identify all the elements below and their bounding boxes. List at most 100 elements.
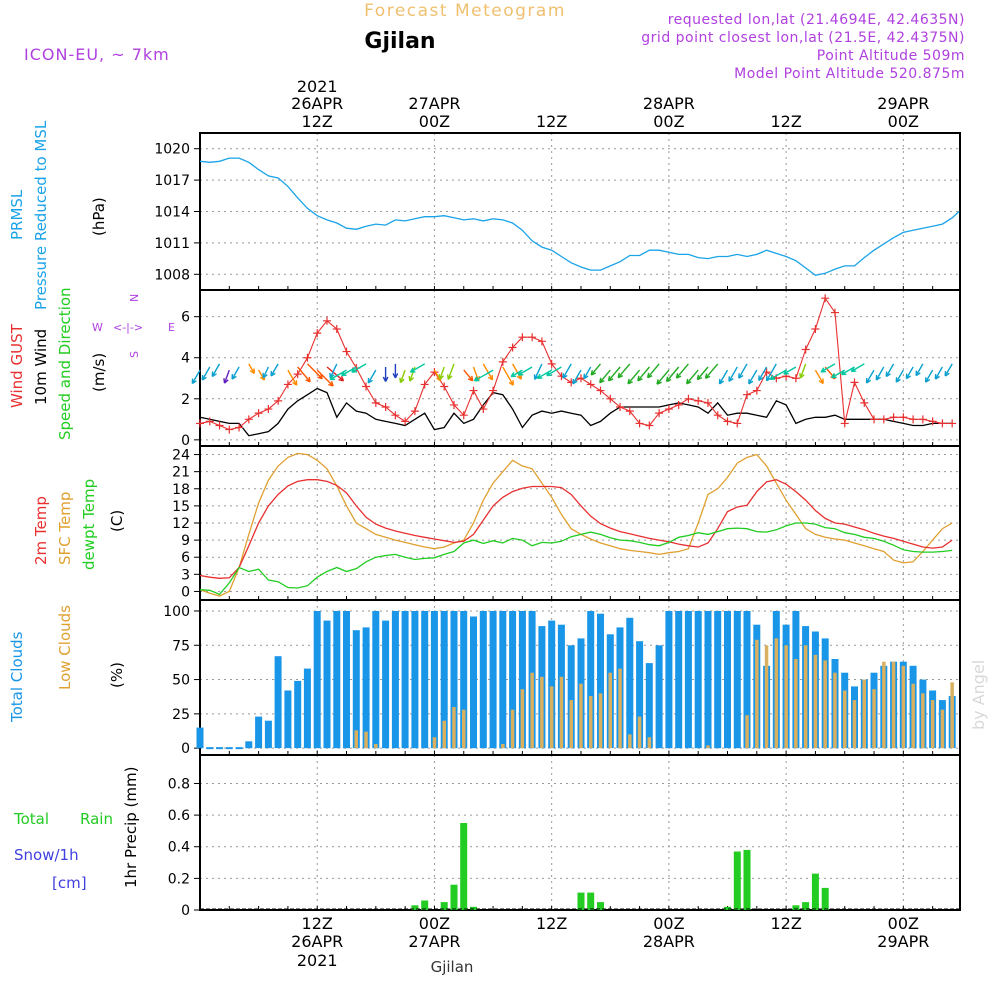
precip-label-d: [cm] xyxy=(52,874,87,892)
low-cloud-bar xyxy=(374,744,378,749)
total-cloud-bar xyxy=(665,611,673,749)
wind-frame xyxy=(199,289,961,447)
wind-arrow xyxy=(696,366,709,381)
low-cloud-bar xyxy=(843,690,847,749)
total-cloud-bar xyxy=(323,620,331,749)
wind-arrow xyxy=(326,366,345,382)
temp-ytick-label: 21 xyxy=(172,465,190,481)
total-cloud-bar xyxy=(440,611,448,749)
low-cloud-bar xyxy=(833,672,837,749)
gust-marker xyxy=(791,374,800,383)
wind-arrow xyxy=(211,363,221,378)
wind-label-b: 10m Wind xyxy=(32,329,50,405)
wind-arrow xyxy=(351,363,367,373)
chart-title: Forecast Meteogram xyxy=(364,1,566,21)
wind-arrow xyxy=(517,366,533,376)
gust-marker xyxy=(430,368,439,377)
wind-compass: W E <-|-> N S xyxy=(92,294,175,358)
gust-marker xyxy=(645,421,654,430)
gust-marker xyxy=(518,333,527,342)
gust-marker xyxy=(391,411,400,420)
pressure-label-b: Pressure Reduced to MSL xyxy=(32,120,50,310)
wind-arrow xyxy=(562,363,572,379)
temp-label-b: SFC Temp xyxy=(56,492,74,565)
total-cloud-bar xyxy=(343,611,350,749)
temp-label-c: dewpt Temp xyxy=(80,479,98,570)
low-cloud-bar xyxy=(950,682,954,749)
gust-marker xyxy=(303,353,312,362)
wind-arrow xyxy=(270,363,279,377)
gust-marker xyxy=(371,398,380,407)
wind-arrow xyxy=(675,363,689,379)
gust-marker xyxy=(215,421,224,430)
bottom-time-label: 12Z xyxy=(302,914,333,933)
low-cloud-bar xyxy=(540,676,544,749)
wind-arrow xyxy=(599,369,611,384)
gust-marker xyxy=(694,396,703,405)
gust-marker xyxy=(616,403,625,411)
gust-marker xyxy=(283,380,292,389)
pressure-ytick-label: 1014 xyxy=(154,205,190,221)
wind-arrow xyxy=(201,366,211,381)
wind-arrow xyxy=(783,366,797,375)
temp-label-a: 2m Temp xyxy=(32,496,50,565)
gust-marker xyxy=(537,337,546,346)
pressure-label-a: PRMSL xyxy=(8,189,26,240)
precip-ytick-label: 0 xyxy=(181,903,190,919)
total-cloud-bar xyxy=(704,611,712,749)
gust-marker xyxy=(733,419,742,428)
low-cloud-bar xyxy=(823,660,827,749)
gust-marker xyxy=(528,333,537,342)
bottom-date-label: 28APR xyxy=(643,932,695,951)
pressure-unit: (hPa) xyxy=(90,197,108,236)
low-cloud-bar xyxy=(882,661,886,749)
low-cloud-bar xyxy=(774,638,779,749)
rain-bar xyxy=(450,884,458,910)
total-cloud-bar xyxy=(313,611,321,749)
low-cloud-bar xyxy=(452,707,456,749)
wind-arrow xyxy=(934,366,944,380)
low-cloud-bar xyxy=(872,689,876,749)
low-cloud-bar xyxy=(706,745,710,749)
wind-arrow xyxy=(572,369,582,385)
point-altitude: Point Altitude 509m xyxy=(817,48,965,64)
cloud-labels: Total Clouds Low Clouds (%) xyxy=(8,605,126,723)
gust-marker xyxy=(928,417,937,426)
low-cloud-bar xyxy=(911,683,915,749)
total-cloud-bar xyxy=(382,620,390,749)
rain-bar xyxy=(724,906,731,910)
low-cloud-bar xyxy=(549,686,554,749)
wind-gust-line xyxy=(199,296,953,431)
low-cloud-bar xyxy=(354,730,358,749)
wind-arrow xyxy=(191,369,201,385)
wind-arrow xyxy=(287,369,298,386)
gust-marker xyxy=(909,415,918,424)
wind-arrow xyxy=(367,369,377,384)
rain-bar xyxy=(811,873,819,910)
low-cloud-bar xyxy=(501,744,505,749)
rain-bar xyxy=(460,823,468,910)
precip-label-a: Total xyxy=(13,810,49,828)
cloud-label-b: Low Clouds xyxy=(56,605,74,690)
gust-marker xyxy=(244,415,253,424)
gust-marker xyxy=(674,400,683,409)
gust-marker xyxy=(703,398,712,407)
gust-marker xyxy=(274,396,283,405)
top-time-label: 00Z xyxy=(419,112,450,131)
precip-ytick-label: 0.4 xyxy=(168,840,190,856)
gust-marker xyxy=(508,343,517,352)
low-cloud-bar xyxy=(628,734,632,749)
gust-marker xyxy=(440,382,449,391)
cloud-label-a: Total Clouds xyxy=(8,631,26,723)
gust-marker xyxy=(235,423,244,432)
rain-bar xyxy=(733,851,741,910)
low-cloud-bar xyxy=(432,737,437,749)
total-cloud-bar xyxy=(274,656,282,749)
gust-marker xyxy=(635,419,644,428)
precip-ytick-label: 0.2 xyxy=(168,871,190,887)
bottom-date-label: 26APR xyxy=(291,932,343,951)
total-cloud-bar xyxy=(470,616,477,749)
rain-bar xyxy=(587,892,595,910)
wind-panel: 0 2 4 6 xyxy=(181,289,961,449)
low-cloud-bar xyxy=(803,645,808,749)
